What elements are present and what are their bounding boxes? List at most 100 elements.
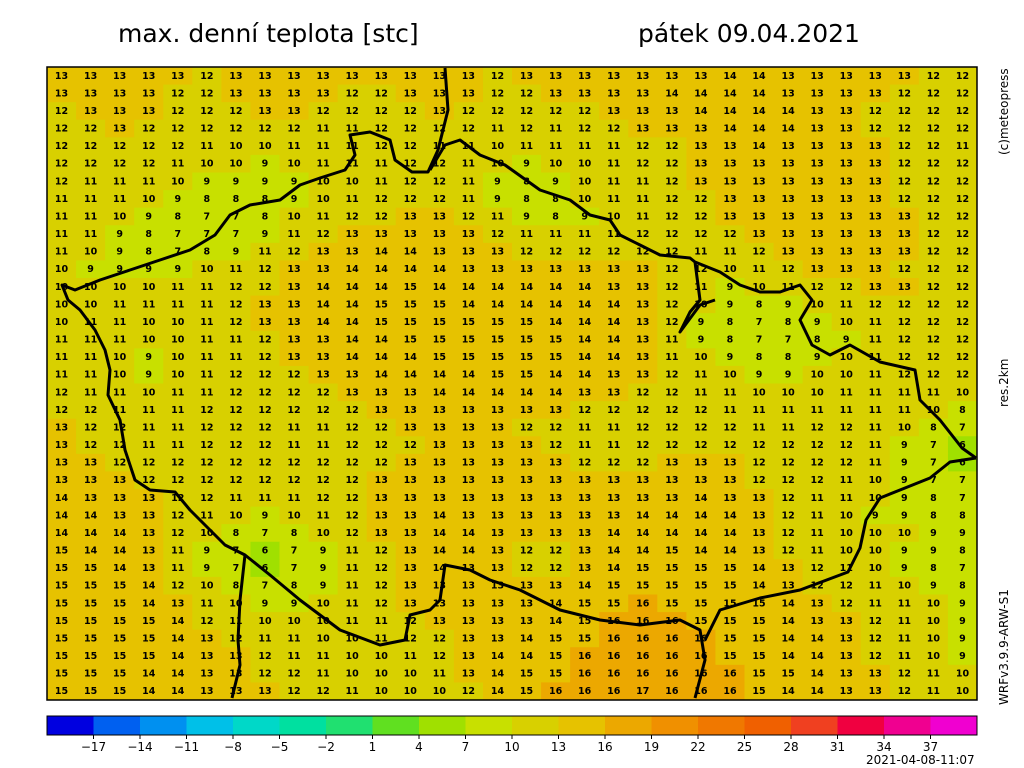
temperature-value: 9 [727,352,734,363]
temperature-value: 13 [84,71,97,82]
temperature-value: 11 [200,317,213,328]
temperature-cell [512,260,542,279]
temperature-value: 12 [200,422,213,433]
temperature-value: 10 [927,616,941,627]
temperature-value: 10 [898,422,912,433]
temperature-value: 12 [55,176,68,187]
temperature-cell [395,190,426,209]
temperature-value: 10 [229,141,243,152]
temperature-value: 13 [287,264,300,275]
temperature-cell [134,102,164,121]
temperature-cell [657,154,687,173]
temperature-value: 9 [204,563,211,574]
temperature-value: 11 [200,370,213,381]
temperature-cell [192,647,222,666]
temperature-value: 12 [840,440,853,451]
temperature-cell [686,102,716,121]
temperature-cell [599,313,629,332]
temperature-cell [744,489,775,508]
temperature-value: 13 [520,475,533,486]
temperature-value: 13 [462,598,475,609]
temperature-cell [308,295,339,314]
temperature-cell [686,436,716,455]
temperature-value: 11 [607,229,620,240]
temperature-cell [947,137,978,156]
temperature-value: 12 [723,440,736,451]
temperature-cell [570,260,600,279]
temperature-value: 14 [433,546,447,557]
temperature-value: 13 [578,528,591,539]
temperature-cell [424,383,455,402]
temperature-value: 10 [200,528,214,539]
temperature-value: 13 [433,71,446,82]
temperature-cell [105,242,135,261]
temperature-value: 11 [781,405,794,416]
temperature-value: 14 [375,282,389,293]
temperature-value: 13 [665,493,678,504]
temperature-value: 12 [287,247,300,258]
temperature-value: 15 [55,669,68,680]
temperature-cell [76,629,106,648]
temperature-value: 12 [258,264,271,275]
temperature-value: 13 [665,106,678,117]
temperature-cell [802,278,833,297]
temperature-value: 13 [840,211,853,222]
temperature-cell [628,664,658,683]
temperature-cell [163,559,193,578]
temperature-value: 13 [462,71,475,82]
temperature-value: 11 [229,616,242,627]
temperature-value: 13 [520,581,533,592]
temperature-value: 11 [549,124,562,135]
temperature-value: 11 [840,405,853,416]
temperature-cell [192,330,222,349]
temperature-cell [599,576,629,595]
temperature-cell [599,471,629,490]
temperature-cell [482,260,513,279]
temperature-cell [570,278,600,297]
temperature-cell [308,207,339,226]
temperature-cell [541,664,571,683]
temperature-cell [512,102,542,121]
temperature-cell [337,172,368,191]
temperature-value: 9 [145,370,152,381]
temperature-value: 12 [811,422,824,433]
temperature-cell [337,647,368,666]
temperature-cell [918,594,949,613]
temperature-cell [105,67,135,86]
colorbar-swatch [465,716,513,735]
temperature-cell [773,154,804,173]
temperature-value: 13 [229,71,242,82]
temperature-cell [657,647,687,666]
temperature-cell [105,647,135,666]
temperature-value: 13 [607,475,620,486]
temperature-cell [889,207,920,226]
temperature-value: 13 [811,194,824,205]
temperature-value: 14 [346,335,360,346]
temperature-value: 12 [171,581,184,592]
temperature-cell [947,401,978,420]
temperature-value: 10 [781,387,795,398]
temperature-cell [250,67,280,86]
temperature-value: 12 [869,299,882,310]
temperature-cell [482,278,513,297]
temperature-value: 14 [520,282,534,293]
temperature-cell [570,541,600,560]
temperature-cell [395,348,426,367]
temperature-value: 12 [491,106,504,117]
temperature-cell [744,84,775,103]
temperature-cell [802,313,833,332]
temperature-cell [773,225,804,244]
temperature-cell [424,436,455,455]
temperature-value: 15 [752,616,765,627]
temperature-value: 11 [462,194,475,205]
temperature-cell [47,629,77,648]
temperature-value: 13 [840,651,853,662]
temperature-cell [541,383,571,402]
temperature-cell [134,612,164,631]
temperature-value: 13 [840,686,853,697]
temperature-value: 12 [840,282,853,293]
temperature-cell [570,207,600,226]
temperature-value: 12 [927,229,940,240]
temperature-value: 14 [781,686,795,697]
temperature-value: 11 [84,387,97,398]
